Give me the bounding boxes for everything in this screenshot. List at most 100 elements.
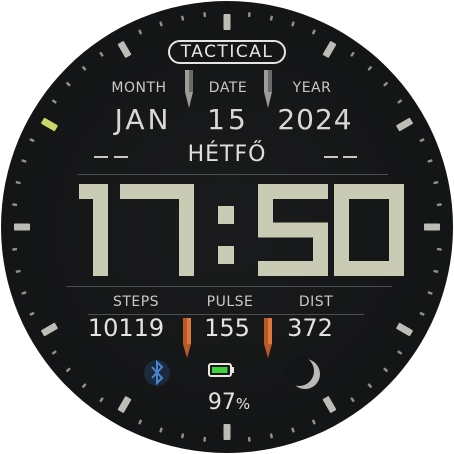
minute-tick <box>419 138 425 143</box>
minute-digit-2 <box>334 184 404 276</box>
minute-tick <box>138 419 143 425</box>
minute-tick <box>269 15 273 21</box>
minute-tick <box>269 433 273 439</box>
minute-tick <box>181 433 185 439</box>
minute-tick <box>51 350 57 355</box>
weekday-dash-right-2 <box>343 156 357 158</box>
hour-digit-1 <box>79 184 108 276</box>
hour-tick <box>322 396 337 413</box>
pulse-value[interactable]: 155 <box>204 314 250 342</box>
hour-tick <box>41 117 58 132</box>
dist-label: DIST <box>298 294 334 310</box>
minute-tick <box>350 51 355 57</box>
minute-tick <box>427 291 433 295</box>
minute-tick <box>203 436 207 442</box>
dist-value[interactable]: 372 <box>287 314 333 342</box>
year-label: YEAR <box>292 80 332 96</box>
date-separator-right <box>264 70 272 108</box>
minute-tick <box>436 247 442 251</box>
month-value: JAN <box>114 103 172 136</box>
minute-tick <box>81 66 87 71</box>
weekday-value: HÉTFŐ <box>187 142 267 167</box>
minute-tick <box>311 29 316 35</box>
weekday-dash-right-1 <box>324 156 338 158</box>
time-colon <box>218 206 234 264</box>
minute-tick <box>350 397 355 403</box>
battery-value: 97 <box>207 390 236 415</box>
minute-tick <box>397 350 403 355</box>
minute-tick <box>21 159 27 163</box>
minute-tick <box>99 51 104 57</box>
weekday-dash-left-2 <box>114 156 128 158</box>
hour-digit-2 <box>120 184 194 276</box>
time-frame-top <box>78 174 388 175</box>
date-label: DATE <box>208 80 248 96</box>
minute-tick <box>311 419 316 425</box>
minute-tick <box>367 383 373 388</box>
minute-tick <box>419 311 425 316</box>
minute-ticks <box>12 12 442 442</box>
date-separator-left <box>185 70 193 108</box>
hour-tick <box>117 396 132 413</box>
hour-tick <box>322 41 337 58</box>
minute-tick <box>427 159 433 163</box>
hour-tick <box>41 322 58 337</box>
battery-unit: % <box>235 395 251 413</box>
minute-tick <box>181 15 185 21</box>
steps-value[interactable]: 10119 <box>87 314 165 342</box>
minute-tick <box>291 21 295 27</box>
minute-tick <box>291 427 295 433</box>
minute-tick <box>247 436 251 442</box>
minute-tick <box>383 81 388 87</box>
bluetooth-icon[interactable] <box>144 359 170 386</box>
stat-separator-right <box>264 318 272 358</box>
minute-tick <box>66 367 71 373</box>
minute-tick <box>29 311 35 316</box>
minute-tick <box>12 203 18 207</box>
minute-tick <box>12 247 18 251</box>
hour-tick <box>396 117 413 132</box>
weekday-dash-left-1 <box>94 156 108 158</box>
minute-tick <box>138 29 143 35</box>
time-display <box>79 184 404 276</box>
time-minute: 50 <box>230 180 231 181</box>
minute-tick <box>15 181 21 185</box>
minute-tick <box>159 427 163 433</box>
stat-separator-left <box>183 318 191 358</box>
day-of-month-value: 15 <box>207 103 249 136</box>
hour-tick <box>223 424 231 440</box>
month-label: MONTH <box>111 80 167 96</box>
minute-tick <box>66 81 71 87</box>
minute-tick <box>433 269 439 273</box>
year-value: 2024 <box>277 103 353 136</box>
minute-tick <box>436 203 442 207</box>
battery-readout: 97% <box>196 390 262 415</box>
minute-digit-1 <box>258 184 328 276</box>
minute-tick <box>367 66 373 71</box>
time-frame-bottom <box>66 286 392 287</box>
hour-tick <box>424 223 440 231</box>
minute-tick <box>21 291 27 295</box>
minute-tick <box>29 138 35 143</box>
minute-tick <box>99 397 104 403</box>
minute-tick <box>397 99 403 104</box>
minute-tick <box>51 99 57 104</box>
pulse-label: PULSE <box>206 294 254 310</box>
minute-tick <box>247 12 251 18</box>
time-text: 17:50 <box>60 180 400 280</box>
stats-divider <box>88 314 364 315</box>
minute-tick <box>81 383 87 388</box>
battery-icon <box>208 363 234 377</box>
hour-tick <box>14 223 30 231</box>
moon-phase-icon <box>284 356 320 389</box>
minute-tick <box>203 12 207 18</box>
brand-badge: TACTICAL <box>168 40 286 64</box>
minute-tick <box>15 269 21 273</box>
steps-label: STEPS <box>112 294 160 310</box>
hour-tick <box>223 14 231 30</box>
minute-tick <box>383 367 388 373</box>
minute-tick <box>159 21 163 27</box>
